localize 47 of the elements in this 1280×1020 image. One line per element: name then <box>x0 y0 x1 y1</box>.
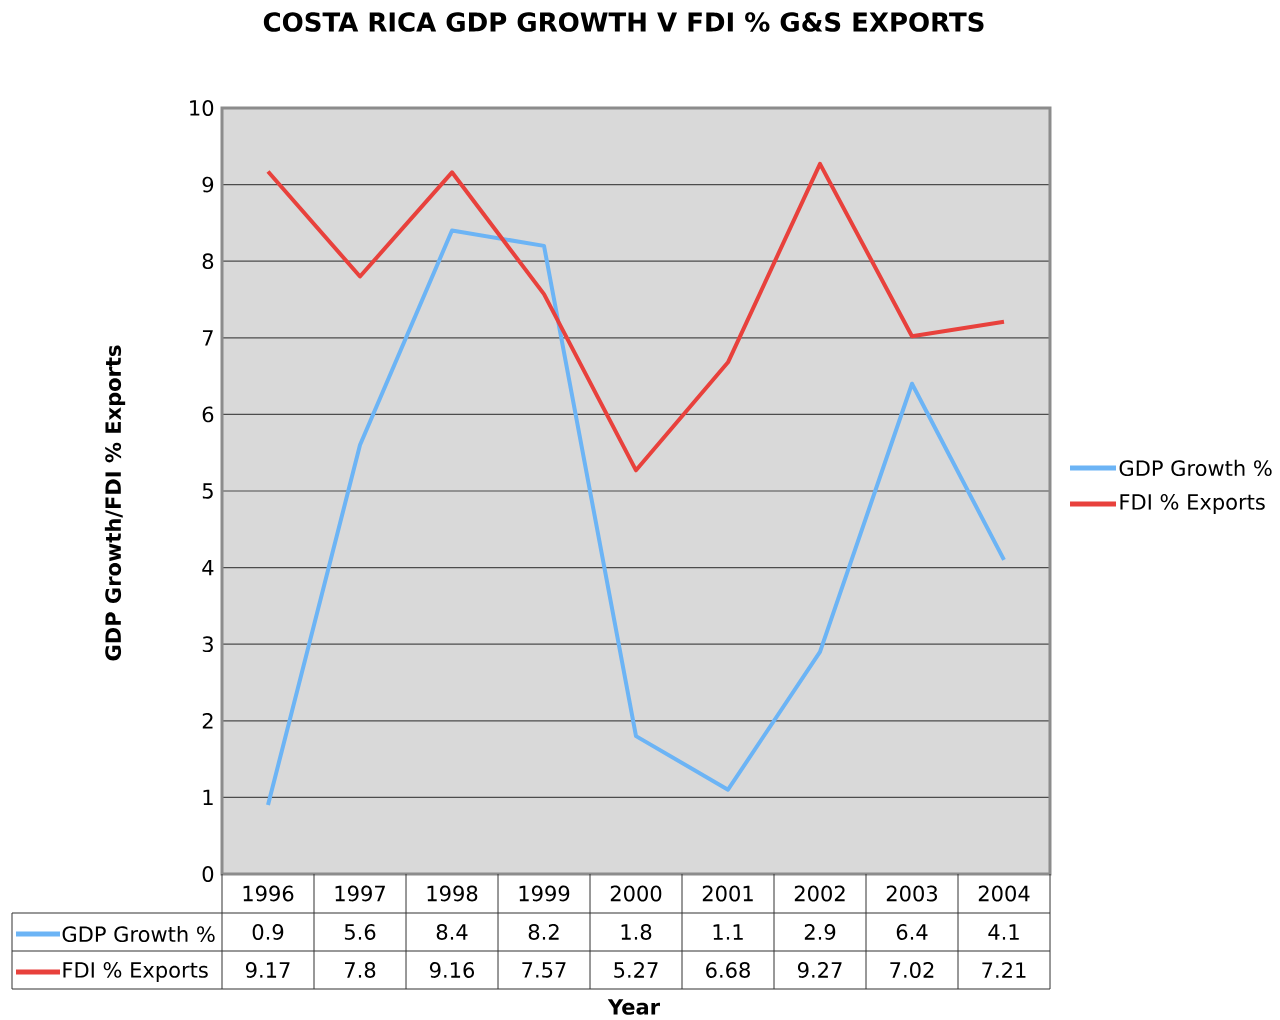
data-label: 4.1 <box>988 924 1019 940</box>
text: GDP Growth % <box>62 925 215 943</box>
y-tick-label: 7 <box>202 330 213 346</box>
line-series <box>266 161 1006 473</box>
data-label: 8.2 <box>528 924 559 940</box>
x-tick-label: 1999 <box>519 885 570 902</box>
y-tick-label: 5 <box>202 483 213 499</box>
y-tick-label: 0 <box>202 866 214 882</box>
x-tick-label: 2003 <box>886 885 938 902</box>
data-label: 1.8 <box>621 924 652 940</box>
data-label: 5.6 <box>344 924 376 940</box>
x-axis-title: Year <box>607 999 660 1015</box>
data-label: 0.9 <box>252 924 284 940</box>
x-tick-label: 1998 <box>427 885 478 902</box>
y-tick-label: 4 <box>202 559 214 576</box>
data-label: 8.4 <box>436 924 468 940</box>
data-label: 6.68 <box>706 962 750 978</box>
data-label: 7.02 <box>890 962 934 978</box>
x-tick-label: 1996 <box>243 885 294 902</box>
data-label: 9.27 <box>797 962 842 978</box>
data-label: 9.17 <box>245 962 290 978</box>
y-tick-label: 3 <box>202 636 213 653</box>
line-series <box>266 228 1006 808</box>
data-label: 1.1 <box>713 924 743 940</box>
data-label: 9.16 <box>429 962 475 978</box>
y-tick-label: 10 <box>190 100 214 116</box>
y-tick-label: 8 <box>202 253 214 270</box>
y-tick-label: 2 <box>202 712 213 729</box>
chart-title: COSTA RICA GDP GROWTH V FDI % G&S EXPORTS <box>263 12 984 32</box>
legend-label: FDI % Exports <box>1120 494 1265 514</box>
x-tick-label: 2001 <box>702 885 753 902</box>
x-tick-label: 2000 <box>610 885 662 902</box>
y-tick-label: 6 <box>202 406 214 423</box>
data-label: 7.21 <box>982 962 1026 978</box>
data-label: 7.57 <box>522 962 566 978</box>
data-label: 2.9 <box>804 924 836 940</box>
x-tick-label: 2004 <box>978 885 1030 902</box>
y-tick-label: 1 <box>203 789 213 806</box>
x-tick-label: 1997 <box>335 885 385 902</box>
data-label: 7.8 <box>345 962 376 978</box>
x-tick-label: 2002 <box>794 885 845 902</box>
y-axis-title: GDP Growth/FDI % Exports <box>104 345 126 661</box>
data-label: 5.27 <box>614 962 658 978</box>
y-tick-label: 9 <box>202 176 214 193</box>
legend-label: GDP Growth % <box>1119 459 1272 477</box>
text: FDI % Exports <box>63 962 208 982</box>
data-label: 6.4 <box>896 924 928 940</box>
